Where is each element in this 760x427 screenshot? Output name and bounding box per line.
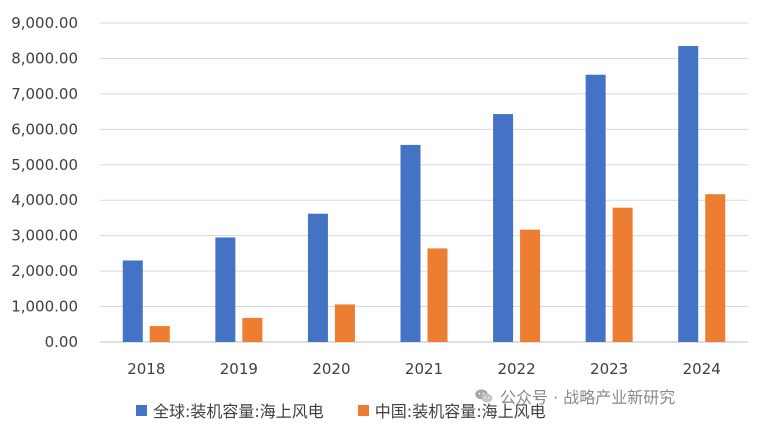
y-tick-label: 8,000.00 — [11, 49, 78, 67]
x-tick-label: 2024 — [683, 360, 721, 378]
bar-global-2018 — [122, 260, 143, 342]
y-tick-label: 1,000.00 — [11, 298, 78, 316]
bar-china-2020 — [334, 304, 355, 342]
bar-global-2022 — [493, 114, 514, 342]
legend-swatch-global — [136, 404, 147, 416]
x-tick-label: 2022 — [497, 360, 535, 378]
bar-global-2020 — [307, 213, 328, 342]
y-tick-label: 4,000.00 — [11, 191, 78, 209]
bar-china-2018 — [149, 326, 170, 342]
bar-global-2023 — [585, 74, 606, 342]
legend-label-global: 全球:装机容量:海上风电 — [153, 402, 324, 421]
bar-china-2023 — [612, 207, 633, 342]
legend-item-china: 中国:装机容量:海上风电 — [357, 398, 546, 422]
x-tick-label: 2019 — [220, 360, 258, 378]
bar-china-2019 — [242, 317, 263, 342]
y-axis-ticks: 0.00 1,000.00 2,000.00 3,000.00 4,000.00 5,00… — [11, 14, 78, 351]
y-tick-label: 2,000.00 — [11, 262, 78, 280]
watermark: 公众号 · 战略产业新研究 — [474, 384, 675, 408]
bars — [122, 46, 726, 343]
bar-china-2021 — [427, 248, 448, 342]
y-tick-label: 7,000.00 — [11, 85, 78, 103]
x-tick-label: 2020 — [312, 360, 350, 378]
x-tick-label: 2023 — [590, 360, 628, 378]
bar-global-2021 — [400, 144, 421, 342]
legend-swatch-china — [357, 404, 369, 416]
gridlines — [100, 22, 748, 343]
legend: 全球:装机容量:海上风电 中国:装机容量:海上风电 — [136, 398, 580, 422]
watermark-text: 公众号 · 战略产业新研究 — [500, 388, 676, 407]
y-tick-label: 3,000.00 — [11, 227, 78, 245]
bar-china-2024 — [705, 194, 726, 342]
y-tick-label: 9,000.00 — [11, 14, 78, 32]
x-tick-label: 2018 — [127, 360, 165, 378]
x-axis-ticks: 2018 2019 2020 2021 2022 2023 2024 — [127, 360, 721, 378]
y-tick-label: 5,000.00 — [11, 156, 78, 174]
bar-global-2019 — [215, 237, 236, 342]
legend-label-china: 中国:装机容量:海上风电 — [374, 402, 546, 421]
y-tick-label: 0.00 — [45, 333, 78, 351]
x-tick-label: 2021 — [405, 360, 443, 378]
bar-china-2022 — [520, 229, 541, 342]
y-tick-label: 6,000.00 — [11, 120, 78, 138]
wechat-icon — [475, 389, 493, 403]
bar-global-2024 — [678, 46, 699, 343]
legend-item-global: 全球:装机容量:海上风电 — [136, 398, 324, 422]
